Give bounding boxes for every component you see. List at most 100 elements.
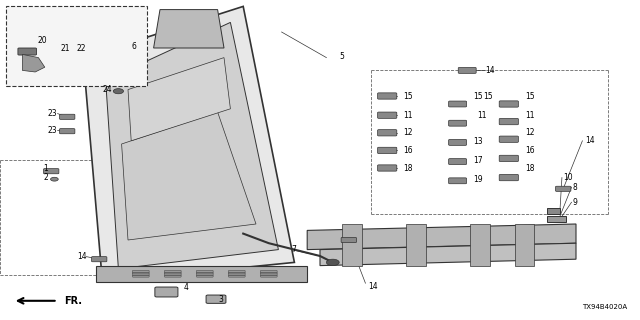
Text: 12: 12 <box>403 128 413 137</box>
FancyBboxPatch shape <box>378 93 397 99</box>
FancyBboxPatch shape <box>44 169 59 174</box>
Text: 1: 1 <box>44 164 48 172</box>
FancyBboxPatch shape <box>155 287 178 297</box>
FancyBboxPatch shape <box>499 155 518 162</box>
Text: 11: 11 <box>525 111 534 120</box>
Text: 14: 14 <box>77 252 86 261</box>
FancyBboxPatch shape <box>92 257 107 262</box>
Polygon shape <box>547 208 560 214</box>
FancyBboxPatch shape <box>132 272 149 274</box>
Text: 22: 22 <box>77 44 86 52</box>
FancyBboxPatch shape <box>228 274 245 276</box>
FancyBboxPatch shape <box>6 6 147 86</box>
Text: 12: 12 <box>525 128 534 137</box>
Text: 14: 14 <box>586 136 595 145</box>
Text: 14: 14 <box>368 282 378 291</box>
FancyBboxPatch shape <box>449 101 467 107</box>
Text: 23: 23 <box>48 126 58 135</box>
Text: 7: 7 <box>291 245 296 254</box>
Polygon shape <box>320 243 576 266</box>
Text: 2: 2 <box>44 173 48 182</box>
FancyBboxPatch shape <box>196 274 213 276</box>
Text: 11: 11 <box>403 111 413 120</box>
FancyBboxPatch shape <box>499 118 518 125</box>
Text: FR.: FR. <box>64 296 82 306</box>
Text: 16: 16 <box>525 146 534 155</box>
FancyBboxPatch shape <box>164 274 181 276</box>
FancyBboxPatch shape <box>228 275 245 277</box>
FancyBboxPatch shape <box>132 270 149 272</box>
FancyBboxPatch shape <box>228 272 245 274</box>
Text: 3: 3 <box>218 295 223 304</box>
Text: 13: 13 <box>474 137 483 146</box>
FancyBboxPatch shape <box>260 275 277 277</box>
Circle shape <box>60 50 68 54</box>
Text: 15: 15 <box>474 92 483 100</box>
Text: 8: 8 <box>573 183 577 192</box>
FancyBboxPatch shape <box>458 68 476 73</box>
Text: 14: 14 <box>485 66 495 75</box>
Text: 10: 10 <box>563 173 573 182</box>
FancyBboxPatch shape <box>164 275 181 277</box>
Text: TX94B4020A: TX94B4020A <box>582 304 627 310</box>
FancyBboxPatch shape <box>196 270 213 272</box>
FancyBboxPatch shape <box>206 295 226 303</box>
Polygon shape <box>83 6 294 282</box>
FancyBboxPatch shape <box>449 120 467 126</box>
FancyBboxPatch shape <box>449 178 467 184</box>
FancyBboxPatch shape <box>378 165 397 171</box>
FancyBboxPatch shape <box>164 272 181 274</box>
Polygon shape <box>515 224 534 266</box>
Text: 4: 4 <box>183 283 188 292</box>
Text: 18: 18 <box>403 164 413 172</box>
FancyBboxPatch shape <box>228 270 245 272</box>
Circle shape <box>47 50 56 54</box>
FancyBboxPatch shape <box>499 101 518 107</box>
Text: 18: 18 <box>525 164 534 172</box>
Text: 5: 5 <box>339 52 344 61</box>
Text: 11: 11 <box>477 111 486 120</box>
FancyBboxPatch shape <box>60 129 75 134</box>
Text: 16: 16 <box>403 146 413 155</box>
Polygon shape <box>128 58 230 141</box>
Text: 24: 24 <box>102 85 112 94</box>
FancyBboxPatch shape <box>449 159 467 164</box>
Text: 15: 15 <box>525 92 534 100</box>
Polygon shape <box>470 224 490 266</box>
FancyBboxPatch shape <box>378 130 397 136</box>
FancyBboxPatch shape <box>341 237 356 243</box>
FancyBboxPatch shape <box>196 275 213 277</box>
Text: 15: 15 <box>483 92 493 100</box>
Text: 19: 19 <box>474 175 483 184</box>
FancyBboxPatch shape <box>378 112 397 118</box>
Polygon shape <box>22 54 45 72</box>
Circle shape <box>113 89 124 94</box>
FancyBboxPatch shape <box>132 274 149 276</box>
FancyBboxPatch shape <box>60 114 75 119</box>
Polygon shape <box>406 224 426 266</box>
FancyBboxPatch shape <box>556 186 571 191</box>
Text: 17: 17 <box>474 156 483 165</box>
Polygon shape <box>307 224 576 250</box>
FancyBboxPatch shape <box>164 270 181 272</box>
Text: 21: 21 <box>61 44 70 52</box>
FancyBboxPatch shape <box>196 272 213 274</box>
Polygon shape <box>96 266 307 282</box>
FancyBboxPatch shape <box>499 174 518 181</box>
Polygon shape <box>122 112 256 240</box>
Text: 20: 20 <box>37 36 47 44</box>
Polygon shape <box>342 224 362 266</box>
Circle shape <box>326 259 339 266</box>
Text: 23: 23 <box>48 109 58 118</box>
Text: 15: 15 <box>403 92 413 100</box>
FancyBboxPatch shape <box>260 270 277 272</box>
Circle shape <box>51 177 58 181</box>
Polygon shape <box>106 22 278 269</box>
Text: 6: 6 <box>131 42 136 51</box>
FancyBboxPatch shape <box>499 136 518 142</box>
FancyBboxPatch shape <box>18 48 36 55</box>
FancyBboxPatch shape <box>132 275 149 277</box>
FancyBboxPatch shape <box>449 140 467 145</box>
Polygon shape <box>154 10 224 48</box>
Polygon shape <box>547 216 566 222</box>
